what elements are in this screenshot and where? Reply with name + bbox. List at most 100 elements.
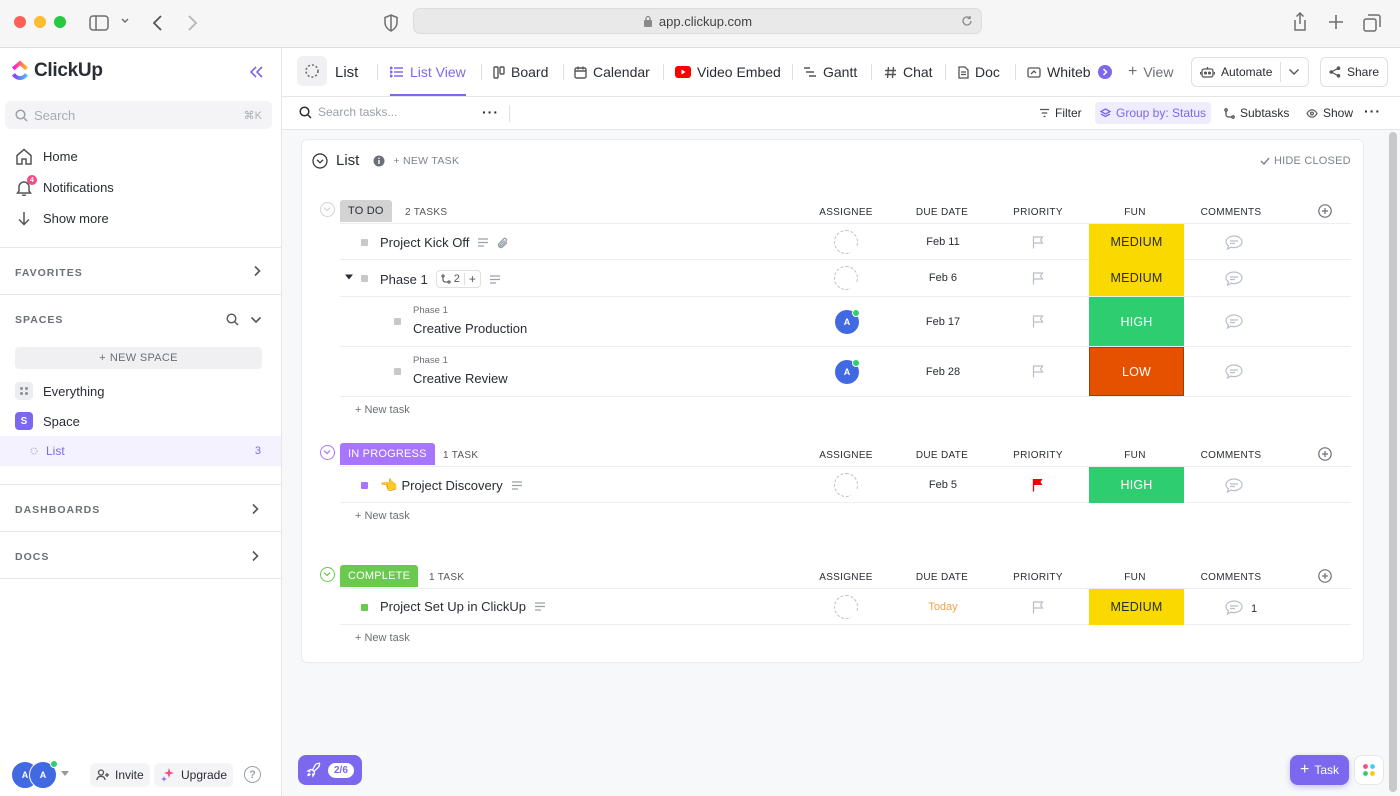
status-square-icon[interactable] (361, 239, 368, 246)
due-date[interactable]: Feb 28 (925, 366, 961, 378)
status-square-icon[interactable] (361, 275, 368, 282)
sidebar-item-space[interactable]: S Space (15, 412, 80, 430)
table-row[interactable]: Phase 1 2 + Feb 6 MEDIUM (340, 260, 1351, 297)
expand-subtasks-icon[interactable] (345, 274, 353, 280)
add-subtask-icon[interactable]: + (468, 272, 476, 286)
clickup-logo[interactable]: ClickUp (10, 60, 103, 82)
fun-dropdown[interactable]: HIGH (1089, 297, 1184, 346)
more-options-icon[interactable]: ··· (1364, 103, 1381, 119)
sidebar-item-show-more[interactable]: Show more (15, 210, 109, 227)
automate-button[interactable]: Automate (1191, 57, 1309, 87)
invite-button[interactable]: Invite (90, 763, 150, 787)
share-icon[interactable] (1292, 12, 1308, 32)
tab-video-embed[interactable]: Video Embed (675, 48, 781, 96)
more-options-icon[interactable]: ··· (482, 104, 499, 120)
column-header-fun[interactable]: FUN (1124, 450, 1146, 461)
column-header-due-date[interactable]: DUE DATE (915, 572, 969, 583)
comments-cell[interactable] (1225, 271, 1243, 286)
reload-icon[interactable] (961, 15, 973, 27)
flag-icon[interactable] (1032, 601, 1044, 614)
new-task-row-button[interactable]: + New task (355, 404, 410, 416)
upgrade-button[interactable]: Upgrade (154, 763, 234, 787)
urgent-flag-icon[interactable] (1032, 478, 1044, 492)
column-header-assignee[interactable]: ASSIGNEE (819, 572, 873, 583)
comments-cell[interactable]: 1 (1225, 600, 1257, 615)
fun-dropdown[interactable]: LOW (1089, 347, 1184, 396)
tab-doc[interactable]: Doc (958, 48, 1000, 96)
add-column-icon[interactable] (1318, 204, 1332, 218)
tab-calendar[interactable]: Calendar (574, 48, 650, 96)
tabs-overview-icon[interactable] (1363, 14, 1381, 32)
task-name[interactable]: 👈 Project Discovery (380, 477, 523, 494)
column-header-assignee[interactable]: ASSIGNEE (819, 450, 873, 461)
minimize-window-button[interactable] (34, 16, 46, 28)
column-header-fun[interactable]: FUN (1124, 207, 1146, 218)
table-row[interactable]: 👈 Project Discovery Feb 5 HIGH (340, 466, 1351, 503)
comments-cell[interactable] (1225, 235, 1243, 250)
assignee-avatar[interactable]: A (835, 309, 860, 334)
fun-dropdown[interactable]: MEDIUM (1089, 260, 1184, 296)
chevron-right-icon[interactable] (250, 550, 260, 562)
address-bar[interactable]: app.clickup.com (413, 8, 982, 34)
column-header-fun[interactable]: FUN (1124, 572, 1146, 583)
tab-gantt[interactable]: Gantt (803, 48, 857, 96)
assignee-avatar[interactable]: A (835, 359, 860, 384)
onboarding-progress-button[interactable]: 2/6 (298, 755, 362, 785)
vertical-scrollbar[interactable] (1389, 132, 1397, 792)
column-header-comments[interactable]: COMMENTS (1200, 572, 1262, 583)
show-button[interactable]: Show (1301, 102, 1358, 124)
tab-list-view[interactable]: List View (390, 48, 466, 96)
chevron-down-icon[interactable] (1288, 68, 1300, 76)
docs-header[interactable]: DOCS (15, 551, 50, 563)
add-task-button[interactable]: + Task (1290, 755, 1350, 785)
comments-cell[interactable] (1225, 478, 1243, 493)
assignee-placeholder-icon[interactable] (834, 595, 861, 622)
new-space-button[interactable]: + NEW SPACE (15, 347, 262, 369)
status-square-icon[interactable] (394, 368, 401, 375)
task-search-input[interactable]: Search tasks... (299, 105, 397, 119)
status-badge[interactable]: IN PROGRESS (340, 443, 435, 465)
comments-cell[interactable] (1225, 364, 1243, 379)
column-header-assignee[interactable]: ASSIGNEE (819, 207, 873, 218)
column-header-priority[interactable]: PRIORITY (1013, 572, 1063, 583)
flag-icon[interactable] (1032, 236, 1044, 249)
forward-icon[interactable] (185, 14, 199, 32)
collapse-group-icon[interactable] (320, 567, 335, 582)
new-task-button[interactable]: + NEW TASK (393, 154, 460, 167)
subtask-count-button[interactable]: 2 + (435, 270, 481, 288)
status-badge[interactable]: TO DO (340, 200, 392, 222)
parent-task-label[interactable]: Phase 1 (413, 305, 448, 316)
add-view-button[interactable]: + View (1128, 48, 1173, 96)
task-name[interactable]: Project Kick Off (380, 235, 509, 250)
new-tab-icon[interactable] (1328, 14, 1344, 30)
fun-dropdown[interactable]: MEDIUM (1089, 224, 1184, 260)
fun-dropdown[interactable]: HIGH (1089, 467, 1184, 503)
sidebar-toggle-icon[interactable] (89, 14, 109, 32)
scroll-tabs-right-icon[interactable] (1098, 65, 1112, 79)
back-icon[interactable] (151, 14, 165, 32)
list-title[interactable]: List (335, 63, 359, 81)
table-row[interactable]: Project Set Up in ClickUp Today MEDIUM 1 (340, 588, 1351, 625)
assignee-placeholder-icon[interactable] (834, 266, 861, 293)
chevron-right-icon[interactable] (250, 503, 260, 515)
column-header-priority[interactable]: PRIORITY (1013, 207, 1063, 218)
fun-dropdown[interactable]: MEDIUM (1089, 589, 1184, 625)
chevron-right-icon[interactable] (252, 265, 262, 277)
chevron-down-icon[interactable] (120, 16, 130, 26)
maximize-window-button[interactable] (54, 16, 66, 28)
due-date[interactable]: Feb 5 (928, 479, 958, 491)
favorites-header[interactable]: FAVORITES (15, 267, 83, 279)
search-spaces-icon[interactable] (226, 313, 239, 326)
shield-icon[interactable] (383, 14, 399, 32)
status-badge[interactable]: COMPLETE (340, 565, 419, 587)
table-row[interactable]: Phase 1 Creative Production A Feb 17 HIG… (340, 297, 1351, 347)
add-column-icon[interactable] (1318, 569, 1332, 583)
status-square-icon[interactable] (394, 318, 401, 325)
dashboards-header[interactable]: DASHBOARDS (15, 504, 101, 516)
table-row[interactable]: Phase 1 Creative Review A Feb 28 LOW (340, 347, 1351, 397)
list-icon-button[interactable] (297, 56, 327, 86)
apps-grid-icon[interactable] (1354, 755, 1384, 785)
status-square-icon[interactable] (361, 482, 368, 489)
collapse-group-icon[interactable] (320, 202, 335, 217)
task-name[interactable]: Creative Production (413, 321, 527, 336)
